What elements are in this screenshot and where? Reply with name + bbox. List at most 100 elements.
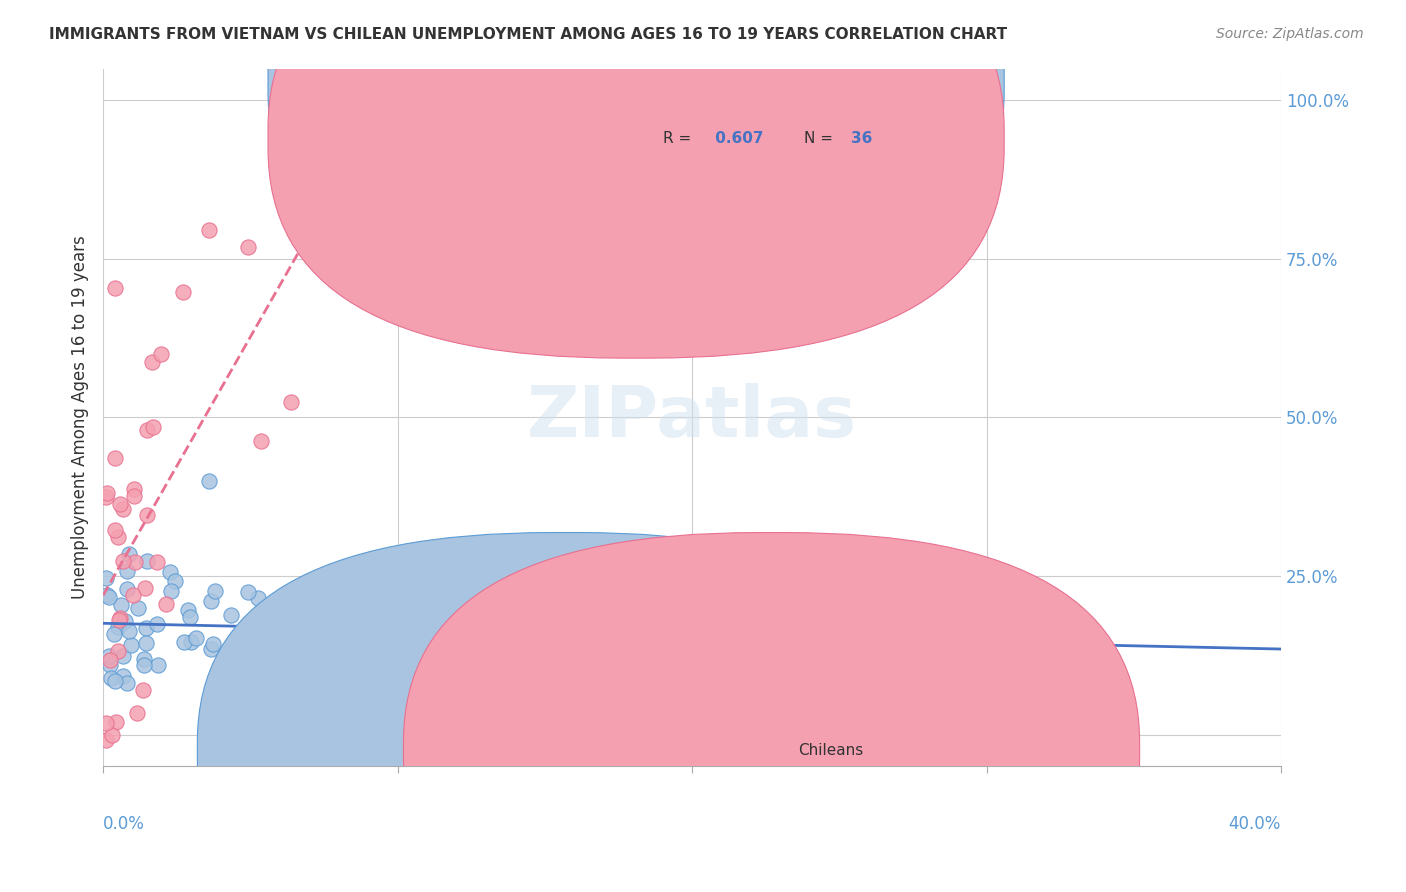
Point [160,583,183,598]
Point [135,621,157,635]
Point [104,714,127,729]
Point [136,423,159,437]
Text: IMMIGRANTS FROM VIETNAM VS CHILEAN UNEMPLOYMENT AMONG AGES 16 TO 19 YEARS CORREL: IMMIGRANTS FROM VIETNAM VS CHILEAN UNEMP… [49,27,1007,42]
Point [280,395,302,409]
Point [447,711,470,725]
Point [204,583,226,598]
Point [186,632,208,646]
Point [267,641,290,656]
Point [228,656,250,670]
Point [441,598,464,612]
Point [97,649,120,664]
Text: N =: N = [804,131,838,145]
Point [114,614,136,628]
FancyBboxPatch shape [269,0,1004,302]
Point [142,420,165,434]
Point [132,657,155,672]
Point [179,609,201,624]
Point [110,610,132,624]
Point [172,285,194,299]
Point [200,594,222,608]
Point [200,642,222,657]
Point [118,624,141,638]
Point [287,627,309,641]
Text: R =: R = [662,75,696,90]
Point [110,497,132,511]
Point [98,658,121,673]
Point [112,648,135,663]
Point [503,659,526,673]
Point [200,733,222,747]
Point [302,638,325,652]
Point [134,581,156,595]
FancyBboxPatch shape [404,533,1140,892]
Point [392,623,415,637]
Point [329,626,352,640]
Point [107,644,129,658]
Point [135,636,157,650]
Point [120,639,142,653]
Point [94,571,117,585]
Point [118,547,141,561]
Point [236,584,259,599]
Text: 0.607: 0.607 [710,131,763,145]
Point [163,574,186,588]
Point [104,524,127,538]
Text: N =: N = [804,75,838,90]
Point [145,555,167,569]
Point [489,608,512,623]
Point [96,588,118,602]
Point [505,616,527,631]
Point [94,715,117,730]
Point [127,601,149,615]
Point [110,598,132,612]
FancyBboxPatch shape [598,69,998,166]
Point [202,637,225,651]
Point [148,657,170,672]
Point [94,490,117,504]
Point [141,355,163,369]
Point [219,607,242,622]
Point [197,222,219,236]
Point [374,586,396,600]
Point [104,281,127,295]
Point [121,588,143,602]
Point [146,617,169,632]
Point [159,565,181,579]
Text: Immigrants from Vietnam: Immigrants from Vietnam [592,743,789,758]
Point [103,627,125,641]
Text: Source: ZipAtlas.com: Source: ZipAtlas.com [1216,27,1364,41]
Point [101,728,124,742]
Point [97,590,120,604]
Text: -0.249: -0.249 [710,75,765,90]
Point [108,613,131,627]
Point [122,483,145,497]
Point [98,653,121,667]
Point [115,676,138,690]
Point [122,490,145,504]
Point [236,240,259,254]
Point [112,669,135,683]
Point [124,555,146,569]
Point [104,674,127,689]
Point [132,651,155,665]
Point [94,732,117,747]
Point [422,586,444,600]
Text: R =: R = [662,131,696,145]
Point [107,619,129,633]
Text: ZIPatlas: ZIPatlas [527,383,858,452]
Point [136,508,159,522]
Point [104,450,127,465]
Point [155,597,177,611]
Y-axis label: Unemployment Among Ages 16 to 19 years: Unemployment Among Ages 16 to 19 years [72,235,89,599]
Point [273,592,295,607]
FancyBboxPatch shape [269,0,1004,358]
Point [115,564,138,578]
Point [180,635,202,649]
Point [198,474,221,488]
Point [115,582,138,597]
Text: 36: 36 [851,131,873,145]
Point [173,635,195,649]
Point [96,486,118,500]
Text: Chileans: Chileans [799,743,863,758]
